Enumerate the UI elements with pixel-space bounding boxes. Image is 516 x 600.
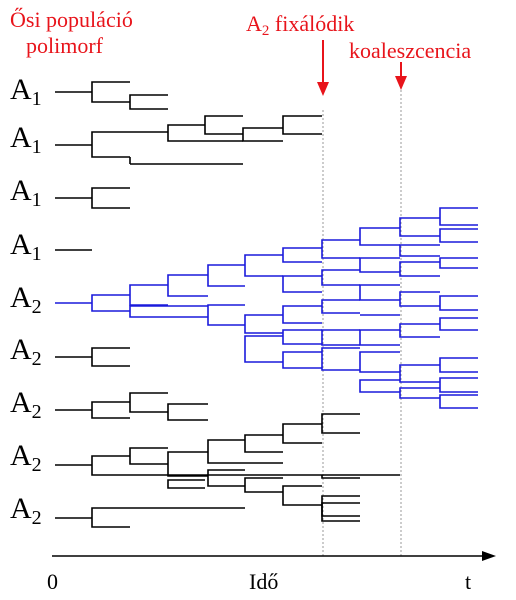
time-axis (52, 551, 496, 561)
ancestral-line-1: Ősi populáció (10, 7, 133, 32)
fixed-fork (244, 254, 283, 277)
fixed-fork (244, 314, 283, 334)
lineage-fork (91, 507, 130, 528)
lineage-fork (167, 124, 205, 142)
allele-label: A1 (10, 73, 42, 111)
lineage-branch (321, 475, 360, 479)
fixed-fork (439, 228, 478, 243)
fixation-allele-sub: 2 (261, 23, 270, 39)
lineage-fork (91, 187, 130, 209)
fixed-fork (282, 351, 322, 369)
fixed-fork (129, 305, 208, 318)
time-axis-arrowhead (482, 551, 496, 561)
fixation-arrow-head (317, 82, 329, 96)
allele-label: A2 (10, 386, 42, 424)
lineage-fork (167, 451, 208, 477)
polymorphic-label: polimorf (26, 34, 103, 58)
fixed-fork (129, 284, 168, 306)
allele-label: A1 (10, 228, 42, 266)
allele-label: A2 (10, 333, 42, 371)
lineage-fork (91, 455, 130, 476)
fixed-fork (207, 264, 245, 287)
fixation-label: A2 fixálódik (246, 12, 354, 43)
allele-label: A2 (10, 281, 42, 319)
lineage-fork (129, 392, 168, 413)
fixed-fork (359, 329, 400, 346)
lineage-fork (129, 94, 168, 110)
fixed-fork (321, 269, 360, 286)
fixed-fork (399, 387, 440, 399)
fixed-fork (399, 291, 440, 307)
fixed-fork (439, 295, 478, 311)
fixed-fork (91, 294, 130, 312)
ancestral-line-2: polimorf (26, 33, 103, 58)
fixed-fork (282, 305, 322, 324)
fixed-fork (439, 357, 478, 373)
lineage-fork (321, 502, 360, 522)
lineage-fork (91, 81, 130, 103)
fixed-fork (359, 351, 400, 373)
lineage-fork (167, 479, 205, 489)
fixed-fork (167, 274, 208, 297)
lineage-fork (242, 127, 283, 142)
coalescence-label: koaleszcencia (349, 39, 471, 63)
allele-label: A2 (10, 439, 42, 477)
lineage-fork (207, 469, 245, 487)
fixed-fork (321, 239, 360, 259)
allele-label: A1 (10, 121, 42, 159)
fixed-fork (359, 227, 400, 246)
fixed-fork (321, 329, 360, 346)
fixed-fork (207, 304, 245, 326)
fixed-fork (321, 347, 360, 371)
lineage-fork (282, 115, 322, 135)
fixed-fork (399, 261, 440, 277)
lineage-fork (244, 434, 283, 453)
fixed-fork (282, 247, 322, 263)
lineage-fork (91, 401, 130, 419)
fixation-allele-letter: A (246, 11, 262, 36)
lineage-fork (91, 131, 130, 158)
lineage-fork (204, 115, 243, 135)
fixed-fork (439, 317, 478, 331)
axis-start-label: 0 (47, 569, 58, 594)
lineage-fork (321, 495, 360, 517)
fixed-fork (399, 244, 440, 257)
fixed-fork (439, 394, 478, 409)
ancestral-population-label: Ősi populáció (10, 8, 133, 32)
fixed-fork (399, 323, 440, 338)
allele-label: A2 (10, 492, 42, 530)
fixed-fork (282, 329, 322, 345)
annotation-arrows (317, 40, 407, 96)
fixed-fork (439, 257, 478, 269)
lost-lineages (55, 81, 400, 528)
fixed-fork (321, 299, 360, 314)
lineage-fork (91, 347, 130, 367)
coalescence-arrow-head (395, 76, 407, 90)
fixed-fork (359, 284, 400, 301)
fixation-text: fixálódik (269, 11, 355, 36)
fixed-fork (282, 275, 322, 293)
event-marker-lines (322, 90, 402, 556)
fixed-fork (399, 217, 440, 237)
fixed-fork (439, 207, 478, 226)
fixed-fork (244, 335, 283, 363)
lineage-fork (167, 403, 208, 421)
fixed-fork (399, 364, 440, 383)
coalescence-text: koaleszcencia (349, 38, 472, 63)
lineage-fork (282, 485, 322, 506)
lineage-fork (129, 447, 168, 465)
lineage-fork (207, 439, 245, 464)
lineage-fork (244, 477, 283, 493)
fixed-fork (359, 379, 400, 393)
axis-middle-label: Idő (249, 569, 279, 594)
lineage-fork (321, 413, 360, 434)
lineage-fork (282, 423, 322, 444)
fixed-fork (359, 257, 400, 273)
fixed-fork (439, 377, 478, 393)
allele-label: A1 (10, 174, 42, 212)
fixed-lineage-tree (55, 207, 478, 409)
axis-end-label: t (465, 569, 472, 594)
